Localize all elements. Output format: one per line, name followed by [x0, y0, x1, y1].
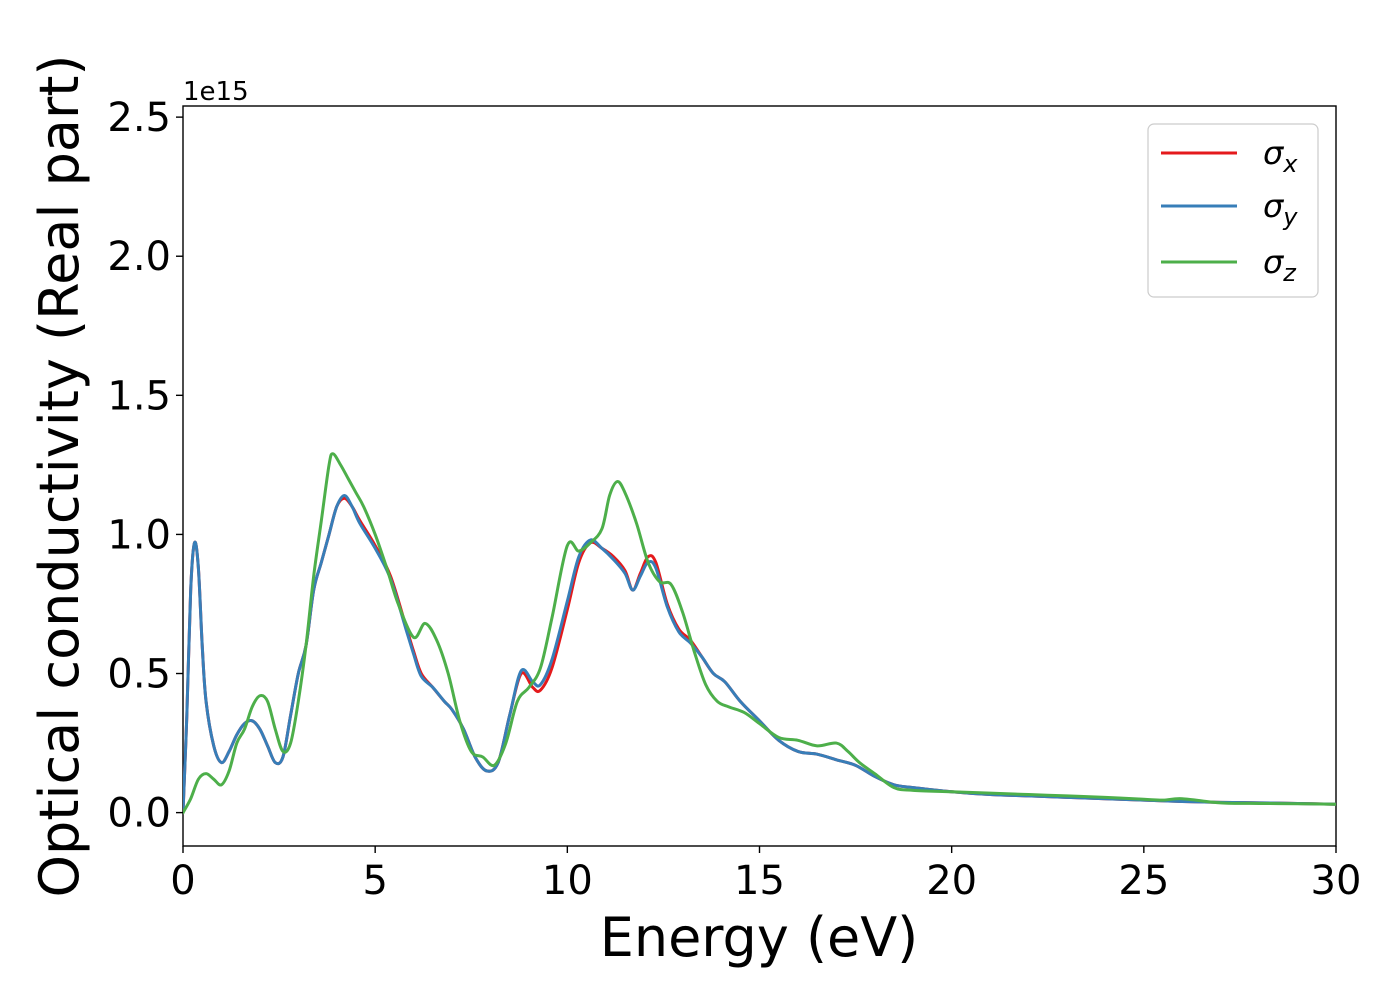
x-axis: 0 5 10 15 20 25 30 — [170, 846, 1361, 904]
legend-label: σy — [1263, 187, 1298, 231]
legend[interactable]: σx σy σz — [1147, 123, 1319, 298]
legend-label: σz — [1263, 243, 1297, 287]
sigma-x-line — [183, 496, 1336, 815]
x-axis-title: Energy (eV) — [600, 906, 919, 969]
y-tick-label: 2.0 — [107, 234, 171, 280]
y-axis-title: Optical conductivity (Real part) — [28, 55, 91, 898]
y-tick-label: 0.0 — [107, 791, 171, 837]
legend-frame — [1147, 123, 1319, 298]
y-tick-label: 1.0 — [107, 512, 171, 558]
y-offset-label: 1e15 — [183, 77, 249, 107]
sigma-y-line — [183, 493, 1336, 815]
x-tick-label: 0 — [170, 858, 195, 904]
series-layer — [183, 452, 1336, 815]
x-tick-label: 15 — [734, 858, 785, 904]
x-tick-label: 5 — [362, 858, 387, 904]
x-tick-label: 25 — [1118, 858, 1169, 904]
sigma-z-line — [183, 452, 1336, 815]
legend-label: σx — [1263, 134, 1298, 178]
x-tick-label: 20 — [926, 858, 977, 904]
x-tick-label: 30 — [1311, 858, 1362, 904]
x-tick-label: 10 — [542, 858, 593, 904]
y-tick-label: 0.5 — [107, 652, 171, 698]
y-tick-label: 2.5 — [107, 95, 171, 141]
y-tick-label: 1.5 — [107, 373, 171, 419]
y-axis: 0.0 0.5 1.0 1.5 2.0 2.5 — [107, 95, 183, 837]
